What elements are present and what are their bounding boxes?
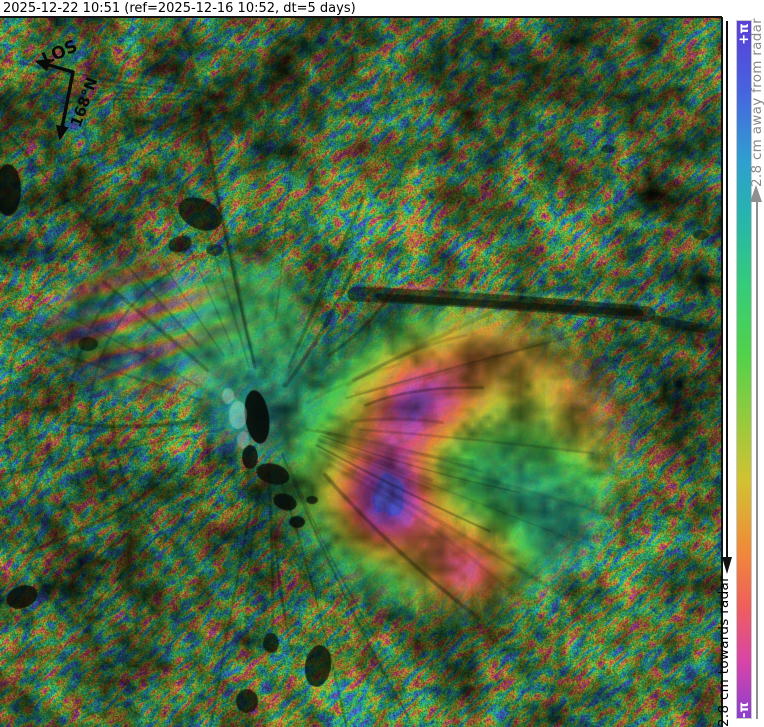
phase-colorbar bbox=[736, 20, 752, 719]
towards-radar-label: 2.8 cm towards radar bbox=[716, 576, 732, 727]
colorbar-minus-pi-label: -π bbox=[737, 701, 752, 718]
title-bar: 2025-12-22 10:51 (ref=2025-12-16 10:52, … bbox=[0, 0, 764, 17]
away-from-radar-label: 2.8 cm away from radar bbox=[749, 17, 764, 187]
image-right-border bbox=[721, 17, 723, 727]
acquisition-title: 2025-12-22 10:51 (ref=2025-12-16 10:52, … bbox=[3, 1, 356, 16]
towards-arrow-line bbox=[725, 21, 728, 558]
towards-arrowhead-icon bbox=[721, 557, 732, 574]
image-top-border bbox=[0, 16, 722, 18]
interferogram-canvas bbox=[0, 17, 722, 727]
away-arrow-line bbox=[756, 200, 758, 719]
away-arrowhead-icon bbox=[750, 185, 762, 202]
